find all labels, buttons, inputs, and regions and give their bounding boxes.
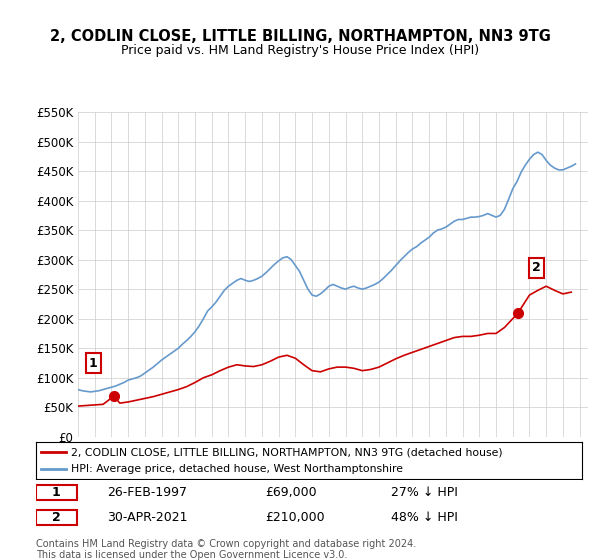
FancyBboxPatch shape bbox=[36, 486, 77, 500]
Text: Price paid vs. HM Land Registry's House Price Index (HPI): Price paid vs. HM Land Registry's House … bbox=[121, 44, 479, 57]
Text: Contains HM Land Registry data © Crown copyright and database right 2024.
This d: Contains HM Land Registry data © Crown c… bbox=[36, 539, 416, 560]
Text: 1: 1 bbox=[52, 486, 61, 499]
FancyBboxPatch shape bbox=[36, 510, 77, 525]
Text: 2: 2 bbox=[532, 262, 541, 274]
Text: 2: 2 bbox=[52, 511, 61, 524]
Text: HPI: Average price, detached house, West Northamptonshire: HPI: Average price, detached house, West… bbox=[71, 464, 403, 474]
Text: 26-FEB-1997: 26-FEB-1997 bbox=[107, 486, 187, 499]
Text: 27% ↓ HPI: 27% ↓ HPI bbox=[391, 486, 458, 499]
Text: £210,000: £210,000 bbox=[265, 511, 325, 524]
Text: 2, CODLIN CLOSE, LITTLE BILLING, NORTHAMPTON, NN3 9TG (detached house): 2, CODLIN CLOSE, LITTLE BILLING, NORTHAM… bbox=[71, 447, 503, 457]
Text: 2, CODLIN CLOSE, LITTLE BILLING, NORTHAMPTON, NN3 9TG: 2, CODLIN CLOSE, LITTLE BILLING, NORTHAM… bbox=[50, 29, 550, 44]
Text: £69,000: £69,000 bbox=[265, 486, 317, 499]
Text: 30-APR-2021: 30-APR-2021 bbox=[107, 511, 187, 524]
Text: 1: 1 bbox=[89, 357, 98, 370]
Text: 48% ↓ HPI: 48% ↓ HPI bbox=[391, 511, 458, 524]
